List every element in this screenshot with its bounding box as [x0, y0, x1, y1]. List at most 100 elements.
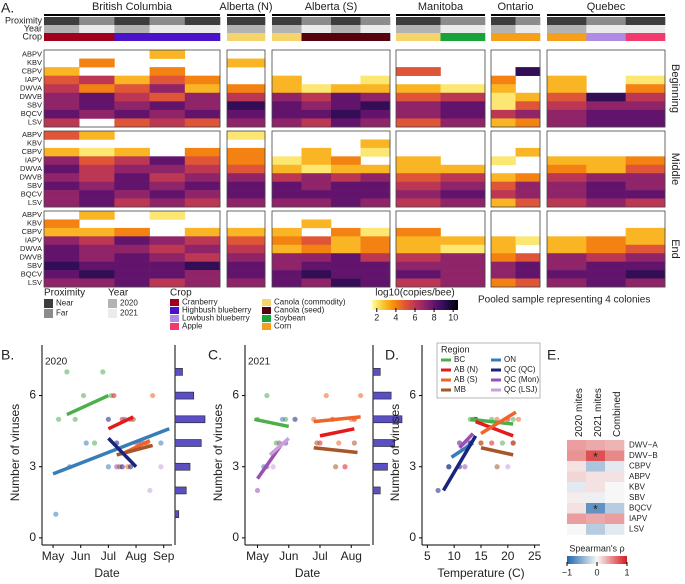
- legend-label: MB: [454, 385, 466, 394]
- heat-cell: [491, 278, 516, 288]
- row-label: BQCV: [629, 503, 652, 512]
- heat-cell: [227, 227, 266, 237]
- heat-cell: [396, 261, 441, 271]
- heat-cell: [586, 513, 606, 525]
- histogram-bar: [372, 462, 388, 471]
- legend-label: Soybean: [274, 314, 306, 323]
- heat-cell: [79, 253, 115, 262]
- trend-line: [66, 393, 110, 417]
- y-tick-label: 6: [232, 388, 239, 402]
- heat-cell: [184, 109, 221, 119]
- legend-label: Cranberry: [182, 298, 218, 307]
- row-label: CBPV: [629, 461, 651, 470]
- heat-cell: [567, 524, 587, 535]
- track-cell: [331, 25, 361, 33]
- heat-cell: [227, 84, 266, 94]
- heat-cell: [272, 118, 302, 128]
- heat-cell: [491, 84, 516, 94]
- heat-cell: [625, 227, 666, 237]
- track-cell: [272, 17, 302, 25]
- heat-cell: [331, 109, 361, 119]
- heat-cell: [360, 181, 391, 191]
- heat-cell: [114, 75, 150, 85]
- heat-cell: [227, 236, 266, 246]
- heat-cell: [184, 101, 221, 111]
- heat-cell: [331, 181, 361, 191]
- heat-cell: [515, 101, 541, 111]
- heat-cell: [44, 109, 80, 119]
- heat-cell: [360, 109, 391, 119]
- heat-cell: [396, 156, 441, 166]
- x-axis-label: Date: [295, 566, 321, 580]
- heat-cell: [149, 101, 186, 111]
- heat-cell: [515, 173, 541, 182]
- track-cell: [547, 33, 587, 41]
- heat-cell: [547, 278, 587, 288]
- heat-cell: [79, 75, 115, 85]
- heat-cell: [301, 173, 332, 182]
- heat-cell: [331, 227, 361, 237]
- track-cell: [360, 17, 391, 25]
- point: [333, 464, 339, 470]
- heat-cell: [184, 261, 221, 271]
- heat-cell: [272, 244, 302, 254]
- heat-cell: [625, 109, 666, 119]
- heat-cell: [149, 156, 186, 166]
- heat-cell: [360, 164, 391, 174]
- heat-cell: [396, 173, 441, 182]
- heat-cell: [272, 109, 302, 119]
- virus-label: DWVB: [20, 252, 43, 261]
- heat-cell: [396, 244, 441, 254]
- heat-cell: [491, 109, 516, 119]
- heat-cell: [79, 270, 115, 279]
- heat-cell: [184, 270, 221, 279]
- heat-cell: [184, 173, 221, 182]
- heat-cell: [586, 492, 606, 504]
- column-label: 2021 mites: [593, 388, 604, 437]
- region-frame: [271, 130, 391, 208]
- heat-cell: [149, 270, 186, 279]
- heat-cell: [440, 253, 486, 262]
- track-cell: [114, 17, 150, 25]
- region-frame: [546, 210, 666, 288]
- heat-cell: [149, 84, 186, 94]
- legend-label: ON: [504, 355, 516, 364]
- heat-cell: [79, 181, 115, 191]
- virus-label: CBPV: [22, 227, 42, 236]
- heat-cell: [301, 101, 332, 111]
- heat-cell: [491, 181, 516, 191]
- heat-cell: [360, 118, 391, 128]
- colorbar-tick-label: 10: [448, 312, 458, 322]
- x-tick-label: 15: [474, 549, 488, 563]
- virus-label: ABPV: [22, 210, 42, 219]
- heat-cell: [301, 236, 332, 246]
- track-cell: [227, 33, 266, 41]
- heat-cell: [360, 244, 391, 254]
- track-cell: [586, 33, 626, 41]
- heat-cell: [301, 109, 332, 119]
- legend-title: Proximity: [44, 288, 85, 299]
- heat-cell: [567, 440, 587, 451]
- heat-cell: [547, 173, 587, 182]
- legend-swatch: [108, 299, 117, 308]
- row-label: LSV: [629, 524, 645, 533]
- heat-cell: [396, 190, 441, 199]
- heat-cell: [396, 181, 441, 191]
- row-label: IAPV: [629, 514, 648, 523]
- heat-cell: [515, 92, 541, 102]
- heat-cell: [149, 118, 186, 128]
- heat-cell: [586, 198, 626, 208]
- legend-label: QC (QC): [504, 365, 536, 374]
- heat-cell: [227, 270, 266, 279]
- virus-label: ABPV: [22, 130, 42, 139]
- track-cell: [184, 17, 221, 25]
- heat-cell: [625, 253, 666, 262]
- heat-cell: [301, 198, 332, 208]
- heat-cell: [44, 75, 80, 85]
- heat-cell: [491, 118, 516, 128]
- heat-cell: [184, 84, 221, 94]
- heat-cell: [44, 219, 80, 229]
- region-frame: [226, 210, 266, 288]
- heat-cell: [149, 190, 186, 199]
- heat-cell: [44, 181, 80, 191]
